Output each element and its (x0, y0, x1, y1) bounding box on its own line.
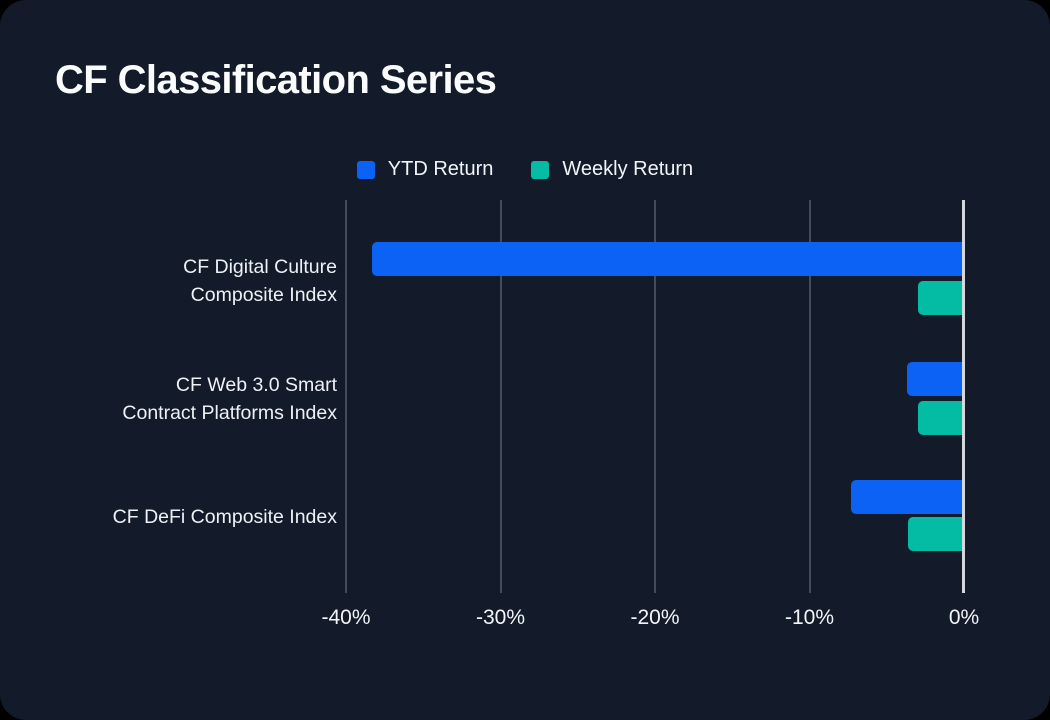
x-tick-label: 0% (948, 606, 980, 629)
category-label-line: CF Web 3.0 Smart (175, 374, 337, 396)
category-label-line: CF Digital Culture (183, 256, 337, 278)
bar-ytd-1 (906, 362, 964, 396)
bar-weekly-2 (908, 517, 964, 551)
bar-ytd-2 (851, 480, 964, 514)
category-label-defi-composite: CF DeFi Composite Index (0, 503, 337, 531)
zero-axis-line (962, 200, 965, 593)
bar-ytd-0 (372, 242, 964, 276)
legend-item-weekly-return: Weekly Return (531, 158, 693, 181)
legend: YTD Return Weekly Return (0, 158, 1050, 181)
legend-label-ytd-return: YTD Return (387, 158, 494, 180)
weekly-return-swatch-icon (531, 160, 550, 179)
x-tick-label: -20% (630, 606, 680, 629)
bar-weekly-1 (917, 401, 964, 435)
gridline (499, 200, 502, 593)
gridline (808, 200, 811, 593)
ytd-return-swatch-icon (356, 160, 375, 179)
chart-title: CF Classification Series (55, 58, 497, 102)
plot-area (345, 200, 965, 593)
category-label-line: Contract Platforms Index (122, 402, 337, 424)
x-tick-label: -10% (784, 606, 835, 629)
x-tick-label: -30% (475, 606, 526, 629)
gridline (345, 200, 347, 593)
gridline (654, 200, 656, 593)
category-label-line: Composite Index (190, 284, 337, 306)
x-tick-label: -40% (321, 606, 371, 629)
legend-label-weekly-return: Weekly Return (562, 158, 694, 180)
category-label-web3-smart-contract: CF Web 3.0 Smart Contract Platforms Inde… (0, 371, 337, 427)
category-label-digital-culture: CF Digital Culture Composite Index (0, 253, 337, 309)
legend-item-ytd-return: YTD Return (356, 158, 494, 181)
category-label-line: CF DeFi Composite Index (112, 506, 337, 528)
bar-weekly-0 (917, 281, 964, 315)
